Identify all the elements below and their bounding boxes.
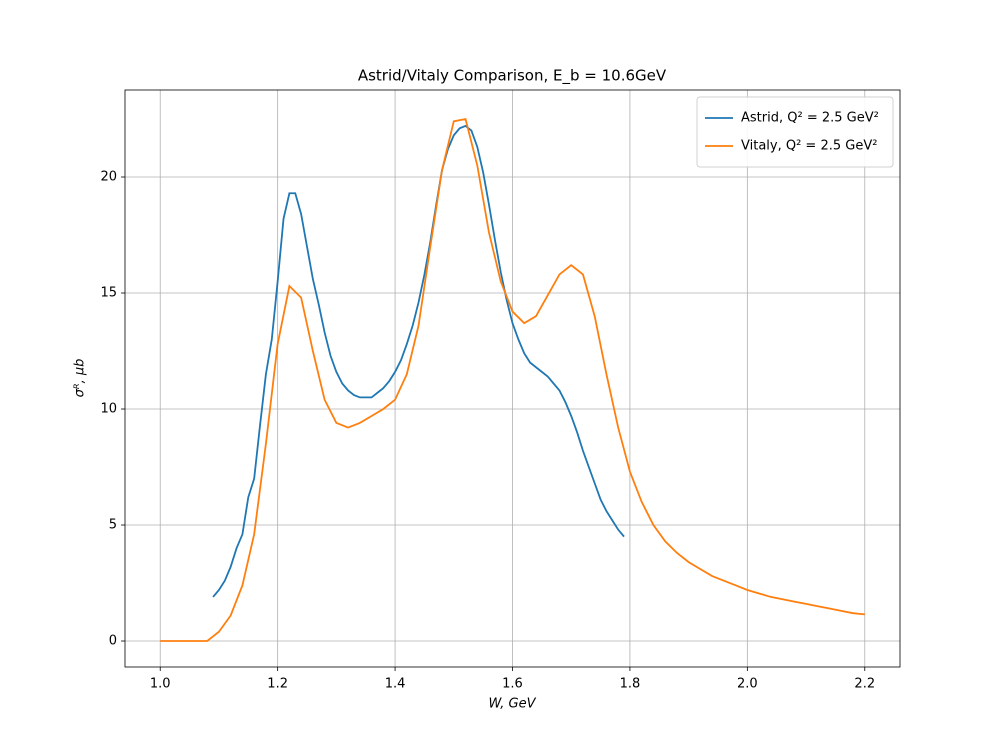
legend-label: Astrid, Q² = 2.5 GeV² — [741, 111, 879, 126]
chart-title: Astrid/Vitaly Comparison, E_b = 10.6GeV — [358, 67, 667, 86]
series-line — [212, 124, 625, 598]
legend: Astrid, Q² = 2.5 GeV² Vitaly, Q² = 2.5 Ge… — [696, 96, 894, 168]
y-axis-label: σᴿ, μb — [73, 359, 88, 398]
legend-box — [696, 96, 894, 168]
y-tick-label: 20 — [100, 170, 117, 185]
y-tick-label: 0 — [109, 634, 117, 649]
x-tick-label: 1.6 — [502, 677, 523, 692]
x-tick-label: 1.2 — [267, 677, 288, 692]
series-line — [160, 117, 865, 642]
y-tick-label: 5 — [109, 518, 117, 533]
y-tick-label: 10 — [100, 402, 117, 417]
x-axis-label: W, GeV — [488, 697, 536, 712]
x-tick-label: 2.2 — [854, 677, 875, 692]
plot-frame — [124, 89, 901, 668]
x-tick-label: 1.4 — [385, 677, 406, 692]
y-tick-label: 15 — [100, 286, 117, 301]
legend-label: Vitaly, Q² = 2.5 GeV² — [741, 139, 877, 154]
x-tick-label: 2.0 — [737, 677, 758, 692]
x-tick-label: 1.8 — [620, 677, 641, 692]
x-tick-label: 1.0 — [150, 677, 171, 692]
